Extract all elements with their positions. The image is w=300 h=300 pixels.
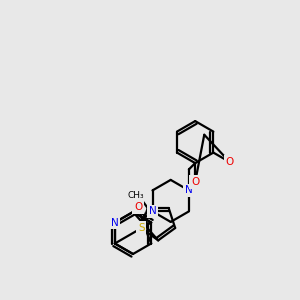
Text: CH₃: CH₃ [127,190,144,200]
Text: O: O [191,177,199,187]
Text: S: S [138,223,145,233]
Text: O: O [134,202,142,212]
Text: N: N [148,206,156,216]
Text: N: N [111,218,119,227]
Text: O: O [226,157,234,167]
Text: N: N [185,185,193,195]
